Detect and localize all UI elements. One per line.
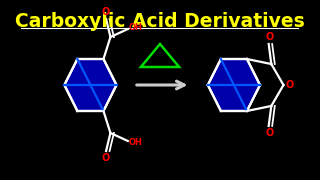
Text: O: O (265, 128, 274, 138)
Polygon shape (208, 59, 260, 111)
Text: O: O (285, 80, 294, 90)
Text: OH: OH (129, 138, 143, 147)
Text: O: O (101, 153, 109, 163)
Text: Carboxylic Acid Derivatives: Carboxylic Acid Derivatives (15, 12, 305, 31)
Polygon shape (64, 59, 116, 111)
Text: O: O (265, 32, 274, 42)
Text: O: O (101, 7, 109, 17)
Text: OH: OH (129, 22, 143, 32)
